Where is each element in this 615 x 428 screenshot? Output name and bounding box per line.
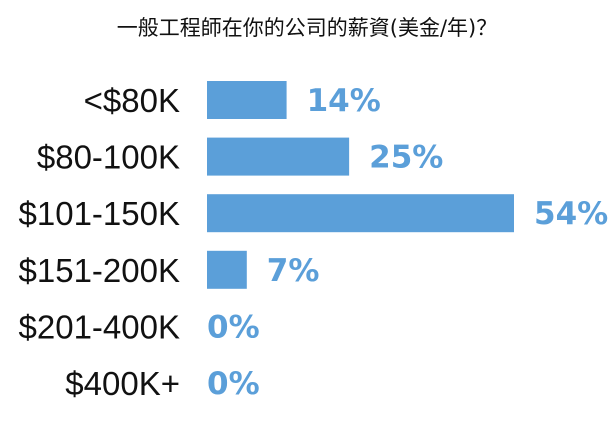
value-label: 14% [307,83,381,119]
category-label: $101-150K [19,195,180,232]
bar [207,81,287,119]
chart-title: 一般工程師在你的公司的薪資(美金/年)？ [117,16,497,40]
bar [207,194,514,233]
value-label: 25% [369,140,443,176]
bars [207,81,514,289]
value-labels: 14%25%54%7%0%0% [207,83,608,402]
value-label: 7% [267,253,320,289]
value-label: 0% [207,309,260,345]
category-label: $80-100K [37,139,180,176]
category-label: $201-400K [19,308,180,345]
value-label: 0% [207,366,260,402]
value-label: 54% [534,196,608,232]
category-label: $151-200K [19,252,180,289]
category-label: $400K+ [65,365,180,402]
bar [207,137,350,176]
category-labels: <$80K $80-100K $101-150K $151-200K $201-400K… [19,82,180,402]
bar [207,250,247,289]
category-label: <$80K [84,82,180,119]
